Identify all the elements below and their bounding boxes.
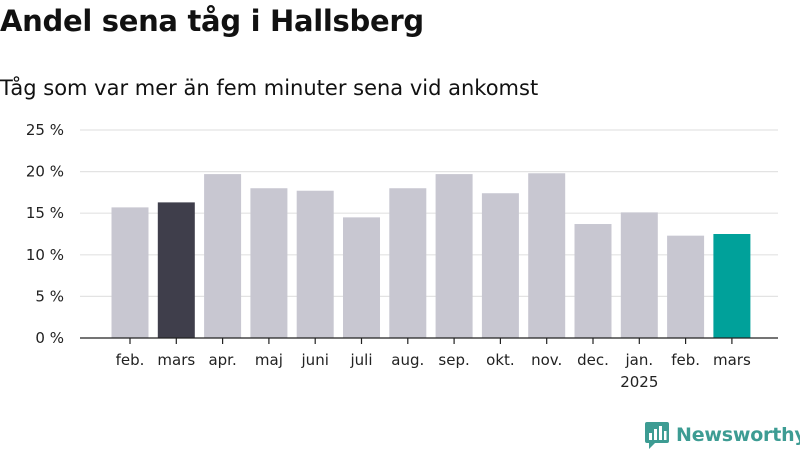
- bar: [713, 234, 751, 338]
- y-tick-label: 25 %: [26, 121, 64, 139]
- brand: Newsworthy: [644, 420, 800, 450]
- bar: [389, 188, 427, 338]
- bar: [481, 193, 519, 338]
- x-tick-label: juni: [301, 351, 329, 369]
- bar: [574, 224, 612, 338]
- bar: [343, 217, 380, 338]
- bar: [204, 174, 242, 338]
- x-tick-label: mars: [713, 351, 751, 369]
- brand-name: Newsworthy: [676, 424, 800, 446]
- x-tick-label: dec.: [577, 351, 609, 369]
- y-tick-label: 10 %: [26, 246, 64, 264]
- y-tick-label: 5 %: [35, 287, 64, 305]
- x-tick-label: juli: [349, 351, 372, 369]
- x-tick-label: sep.: [438, 351, 469, 369]
- bar: [667, 235, 705, 338]
- x-tick-label: feb.: [116, 351, 145, 369]
- bar: [528, 173, 566, 338]
- y-tick-label: 0 %: [35, 329, 64, 347]
- x-tick-label: feb.: [671, 351, 700, 369]
- bar: [157, 202, 195, 338]
- chart-title: Andel sena tåg i Hallsberg: [0, 4, 424, 38]
- bar: [620, 212, 658, 338]
- y-tick-label: 20 %: [26, 163, 64, 181]
- bar: [435, 174, 473, 338]
- x-tick-sublabel: 2025: [620, 373, 658, 391]
- y-tick-label: 15 %: [26, 204, 64, 222]
- bar: [111, 207, 149, 338]
- x-tick-label: okt.: [486, 351, 515, 369]
- x-tick-label: mars: [157, 351, 195, 369]
- newsworthy-logo-icon: [645, 422, 669, 449]
- chart-subtitle: Tåg som var mer än fem minuter sena vid …: [0, 76, 539, 100]
- bar: [250, 188, 288, 338]
- x-tick-label: apr.: [208, 351, 236, 369]
- x-tick-label: nov.: [531, 351, 562, 369]
- bar: [296, 190, 334, 338]
- x-tick-label: aug.: [391, 351, 424, 369]
- x-tick-label: maj: [255, 351, 283, 369]
- x-tick-label: jan.: [624, 351, 653, 369]
